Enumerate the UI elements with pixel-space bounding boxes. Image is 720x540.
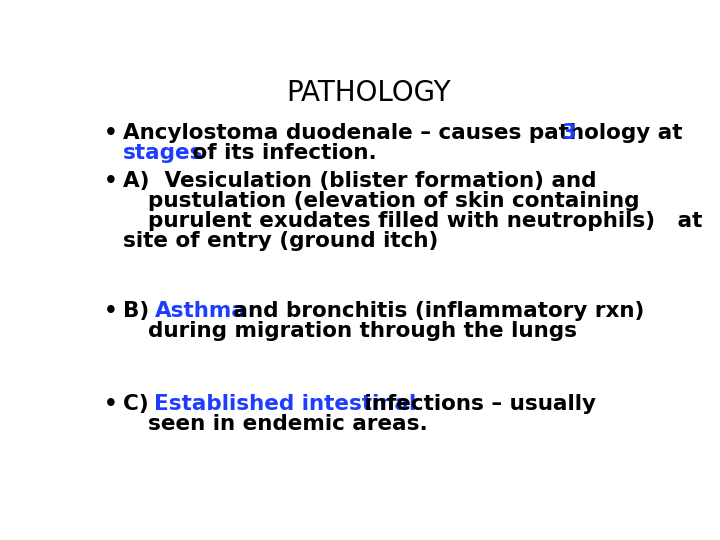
Text: infections – usually: infections – usually <box>357 394 596 414</box>
Text: pustulation (elevation of skin containing: pustulation (elevation of skin containin… <box>148 191 639 211</box>
Text: •: • <box>104 123 117 143</box>
Text: •: • <box>104 171 117 191</box>
Text: and bronchitis (inflammatory rxn): and bronchitis (inflammatory rxn) <box>226 301 644 321</box>
Text: •: • <box>104 301 117 321</box>
Text: Asthma: Asthma <box>155 301 246 321</box>
Text: purulent exudates filled with neutrophils)   at: purulent exudates filled with neutrophil… <box>148 211 703 231</box>
Text: •: • <box>104 394 117 414</box>
Text: site of entry (ground itch): site of entry (ground itch) <box>122 231 438 251</box>
Text: B): B) <box>122 301 164 321</box>
Text: PATHOLOGY: PATHOLOGY <box>287 79 451 107</box>
Text: C): C) <box>122 394 163 414</box>
Text: seen in endemic areas.: seen in endemic areas. <box>148 414 428 434</box>
Text: 3: 3 <box>562 123 577 143</box>
Text: of its infection.: of its infection. <box>185 143 377 163</box>
Text: stages: stages <box>122 143 203 163</box>
Text: Established intestinal: Established intestinal <box>154 394 416 414</box>
Text: A)  Vesiculation (blister formation) and: A) Vesiculation (blister formation) and <box>122 171 596 191</box>
Text: during migration through the lungs: during migration through the lungs <box>148 321 577 341</box>
Text: Ancylostoma duodenale – causes pathology at: Ancylostoma duodenale – causes pathology… <box>122 123 690 143</box>
